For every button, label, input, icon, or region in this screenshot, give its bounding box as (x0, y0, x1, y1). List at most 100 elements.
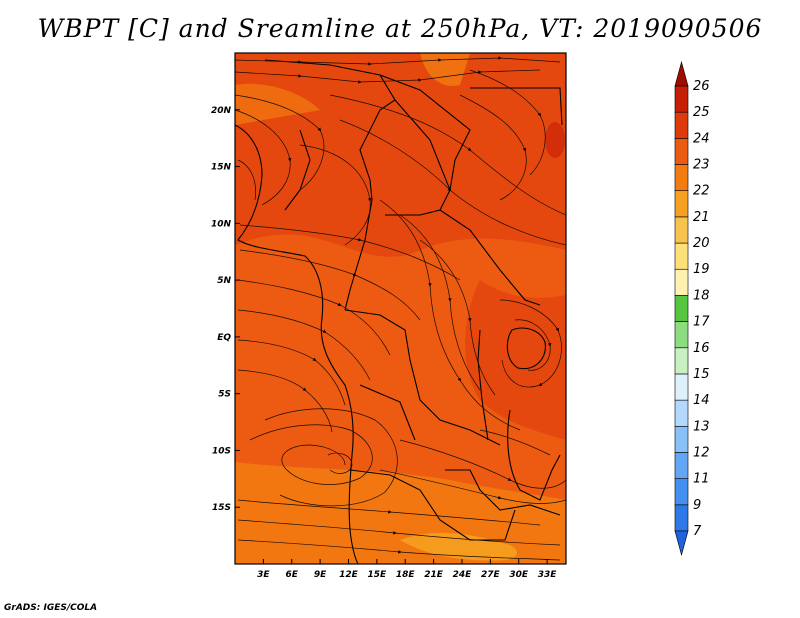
streamline (399, 214, 481, 391)
colorbar-label: 18 (693, 288, 710, 303)
streamline (237, 539, 561, 561)
border-10 (284, 129, 311, 211)
streamline (235, 109, 292, 206)
streamline (235, 69, 541, 84)
colorbar-box (674, 216, 689, 244)
border-6 (359, 384, 416, 441)
streamline (459, 94, 527, 201)
colorbar-label: 24 (693, 131, 710, 146)
streamline (237, 309, 371, 381)
colorbar-box (674, 425, 689, 453)
x-tick-label: 30E (509, 570, 529, 580)
colorbar-box (674, 268, 689, 296)
y-tick-label: 5N (217, 276, 231, 286)
streamline (239, 249, 421, 321)
colorbar-label: 12 (693, 445, 710, 460)
x-tick-label: 15E (368, 570, 388, 580)
streamline (237, 159, 256, 201)
border-5 (344, 309, 501, 446)
coastline-west (235, 124, 359, 564)
colorbar-box (674, 164, 689, 192)
field-warm-north (235, 53, 566, 257)
y-tick-label: 10S (212, 446, 231, 456)
streamline (339, 119, 566, 246)
rift-lake (477, 329, 489, 441)
streamline (237, 279, 391, 356)
x-tick-label: 12E (339, 570, 359, 580)
x-tick-label: 3E (257, 570, 270, 580)
field-cool-north (235, 83, 320, 125)
x-tick-label: 21E (424, 570, 444, 580)
colorbar-box (674, 373, 689, 401)
borders (235, 59, 563, 564)
streamlines (235, 56, 566, 561)
streamline (237, 519, 561, 546)
streamline (299, 144, 372, 246)
colorbar-label: 14 (693, 393, 710, 408)
streamline (249, 424, 373, 485)
colorbar-label: 11 (693, 472, 710, 487)
colorbar-box (674, 295, 689, 322)
colorbar-box (674, 138, 689, 165)
colorbar-box (674, 111, 689, 139)
colorbar-label: 20 (693, 236, 710, 251)
colorbar-label: 13 (693, 419, 710, 434)
colorbar-label: 25 (693, 105, 710, 120)
colorbar-label: 16 (693, 341, 710, 356)
chart-title: WBPT [C] and Sreamline at 250hPa, VT: 20… (37, 14, 763, 43)
streamline (329, 94, 566, 216)
y-tick-label: 20N (211, 106, 232, 116)
colorbar: 7 9 11 12 13 14 15 16 17 18 19 20 21 22 23 24 25 26 (674, 60, 710, 557)
border-11 (394, 99, 451, 191)
border-8 (349, 469, 516, 541)
field-warm-east (465, 280, 566, 440)
colorbar-box (674, 190, 689, 218)
colorbar-box (674, 478, 689, 506)
x-tick-label: 27E (481, 570, 501, 580)
y-tick-label: 15N (211, 163, 232, 173)
y-tick-label: 5S (218, 390, 231, 400)
y-tick-label: 10N (211, 219, 232, 229)
colorbar-bottom-arrow (674, 530, 689, 557)
plot-frame (234, 52, 567, 565)
border-3 (470, 87, 563, 126)
colorbar-label: 7 (693, 524, 702, 539)
streamline (469, 69, 546, 176)
streamline (237, 499, 541, 526)
y-axis: 20N 15N 10N 5N EQ 5S 10S 15S (211, 106, 240, 513)
colorbar-box (674, 504, 689, 532)
streamline (419, 239, 496, 396)
map-field (235, 53, 566, 564)
border-9 (507, 409, 561, 501)
streamline (327, 452, 353, 474)
border-7 (445, 469, 561, 516)
colorbar-box (674, 85, 689, 113)
streamline (239, 224, 461, 281)
streamline (399, 439, 566, 489)
colorbar-label: 21 (693, 210, 710, 225)
field-warm-spot (545, 122, 565, 158)
streamline (379, 469, 566, 504)
streamline (264, 408, 398, 507)
x-tick-label: 6E (286, 570, 299, 580)
border-2 (379, 74, 471, 216)
x-tick-label: 9E (314, 570, 327, 580)
x-axis: 3E 6E 9E 12E 15E 18E 21E 24E 27E 30E 33E (257, 559, 557, 580)
streamline (235, 94, 325, 191)
colorbar-label: 23 (693, 158, 710, 173)
y-tick-label: 15S (212, 503, 231, 513)
colorbar-label: 15 (693, 367, 710, 382)
colorbar-label: 9 (693, 498, 701, 513)
streamline (235, 56, 561, 66)
colorbar-box (674, 347, 689, 375)
colorbar-box (674, 399, 689, 427)
colorbar-box (674, 242, 689, 270)
y-tick-label: EQ (217, 333, 231, 343)
streamline (379, 199, 521, 431)
x-tick-label: 33E (538, 570, 558, 580)
streamline (499, 299, 562, 388)
colorbar-label: 26 (693, 79, 710, 94)
colorbar-label: 22 (693, 184, 710, 199)
x-tick-label: 24E (453, 570, 473, 580)
